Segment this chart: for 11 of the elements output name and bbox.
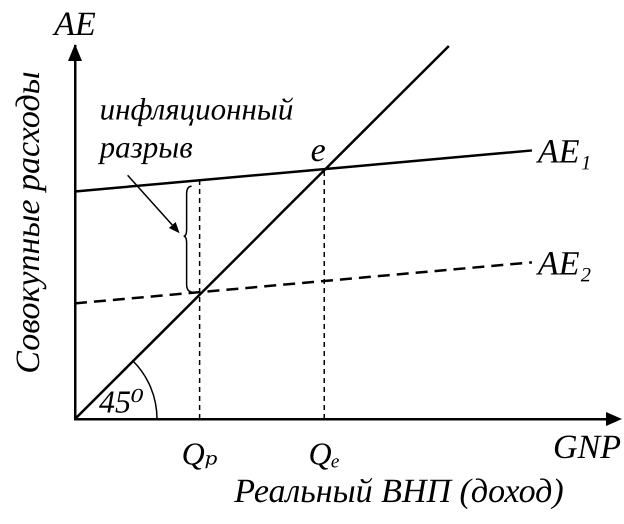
annotation: инфляционный разрыв <box>98 91 294 164</box>
x-tick-label: Qₚ <box>182 436 218 472</box>
x-tick-label: Qₑ <box>308 436 340 472</box>
text: AE <box>52 6 96 43</box>
series-label: AE₂ <box>536 245 592 282</box>
y-axis-title: Совокупные расходы <box>10 71 47 374</box>
x-axis-title: Реальный ВНП (доход) <box>233 472 564 510</box>
annotation: 45⁰ <box>99 383 144 420</box>
text: GNP <box>553 428 621 466</box>
series-label: AE₁ <box>536 133 592 170</box>
annotation: e <box>310 132 326 170</box>
